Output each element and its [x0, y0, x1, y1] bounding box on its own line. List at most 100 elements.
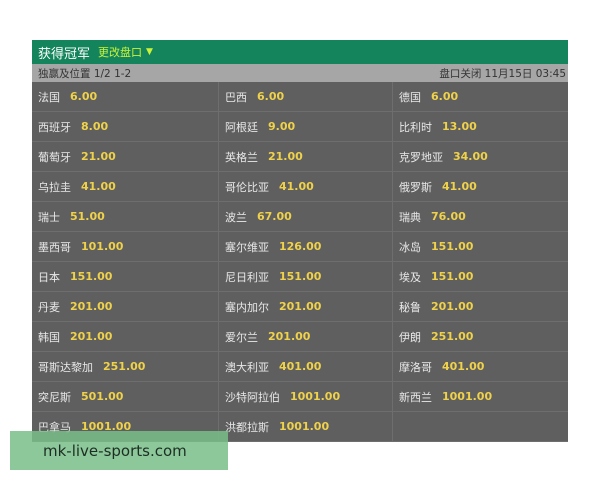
odds-value[interactable]: 51.00 [70, 210, 105, 223]
odds-value[interactable]: 76.00 [431, 210, 466, 223]
odds-value[interactable]: 1001.00 [442, 390, 493, 403]
odds-value[interactable]: 21.00 [268, 150, 303, 163]
team-name: 日本 [38, 270, 60, 284]
odds-value[interactable]: 13.00 [442, 120, 477, 133]
selection-cell[interactable]: 冰岛 151.00 [393, 232, 568, 261]
selection-cell[interactable]: 阿根廷 9.00 [219, 112, 393, 141]
team-name: 葡萄牙 [38, 150, 71, 164]
selection-cell[interactable]: 摩洛哥 401.00 [393, 352, 568, 381]
odds-value[interactable]: 126.00 [279, 240, 322, 253]
odds-value[interactable]: 101.00 [81, 240, 124, 253]
selection-cell[interactable]: 墨西哥 101.00 [32, 232, 219, 261]
odds-value[interactable]: 201.00 [431, 300, 474, 313]
odds-row: 乌拉圭 41.00 哥伦比亚 41.00 俄罗斯 41.00 [32, 172, 568, 202]
odds-value[interactable]: 151.00 [431, 240, 474, 253]
selection-cell[interactable]: 爱尔兰 201.00 [219, 322, 393, 351]
selection-cell[interactable]: 洪都拉斯 1001.00 [219, 412, 393, 441]
team-name: 突尼斯 [38, 390, 71, 404]
selection-cell[interactable]: 尼日利亚 151.00 [219, 262, 393, 291]
odds-value[interactable]: 151.00 [70, 270, 113, 283]
team-name: 沙特阿拉伯 [225, 390, 280, 404]
team-name: 德国 [399, 90, 421, 104]
odds-value[interactable]: 6.00 [257, 90, 285, 103]
selection-cell[interactable]: 沙特阿拉伯 1001.00 [219, 382, 393, 411]
team-name: 克罗地亚 [399, 150, 443, 164]
selection-cell[interactable]: 韩国 201.00 [32, 322, 219, 351]
odds-value[interactable]: 1001.00 [279, 420, 330, 433]
team-name: 丹麦 [38, 300, 60, 314]
selection-cell[interactable]: 澳大利亚 401.00 [219, 352, 393, 381]
selection-cell[interactable]: 法国 6.00 [32, 82, 219, 111]
team-name: 塞内加尔 [225, 300, 269, 314]
odds-value[interactable]: 201.00 [70, 300, 113, 313]
team-name: 澳大利亚 [225, 360, 269, 374]
selection-cell[interactable]: 秘鲁 201.00 [393, 292, 568, 321]
selection-cell[interactable]: 克罗地亚 34.00 [393, 142, 568, 171]
watermark: mk-live-sports.com [10, 431, 228, 470]
team-name: 阿根廷 [225, 120, 258, 134]
odds-row: 墨西哥 101.00 塞尔维亚 126.00 冰岛 151.00 [32, 232, 568, 262]
change-market-button[interactable]: 更改盘口 [98, 46, 143, 59]
selection-cell[interactable]: 波兰 67.00 [219, 202, 393, 231]
odds-value[interactable]: 201.00 [70, 330, 113, 343]
odds-value[interactable]: 151.00 [431, 270, 474, 283]
odds-value[interactable]: 41.00 [279, 180, 314, 193]
selection-cell[interactable]: 突尼斯 501.00 [32, 382, 219, 411]
odds-value[interactable]: 401.00 [442, 360, 485, 373]
odds-value[interactable]: 41.00 [442, 180, 477, 193]
selection-cell[interactable]: 巴拿马 1001.00 [32, 412, 219, 441]
selection-cell[interactable]: 塞内加尔 201.00 [219, 292, 393, 321]
selection-cell[interactable]: 比利时 13.00 [393, 112, 568, 141]
selection-cell[interactable]: 德国 6.00 [393, 82, 568, 111]
team-name: 巴西 [225, 90, 247, 104]
team-name: 英格兰 [225, 150, 258, 164]
team-name: 摩洛哥 [399, 360, 432, 374]
odds-value[interactable]: 201.00 [279, 300, 322, 313]
odds-value[interactable]: 6.00 [70, 90, 98, 103]
selection-cell[interactable]: 哥伦比亚 41.00 [219, 172, 393, 201]
selection-cell[interactable]: 新西兰 1001.00 [393, 382, 568, 411]
odds-value[interactable]: 251.00 [103, 360, 146, 373]
team-name: 瑞典 [399, 210, 421, 224]
odds-value[interactable]: 201.00 [268, 330, 311, 343]
selection-cell[interactable]: 哥斯达黎加 251.00 [32, 352, 219, 381]
odds-value[interactable]: 1001.00 [290, 390, 341, 403]
odds-value[interactable]: 251.00 [431, 330, 474, 343]
team-name: 尼日利亚 [225, 270, 269, 284]
market-close-time: 盘口关闭 11月15日 03:45 [439, 67, 566, 80]
odds-value[interactable]: 67.00 [257, 210, 292, 223]
selection-cell[interactable]: 丹麦 201.00 [32, 292, 219, 321]
team-name: 爱尔兰 [225, 330, 258, 344]
selection-cell[interactable]: 巴西 6.00 [219, 82, 393, 111]
selection-cell[interactable]: 西班牙 8.00 [32, 112, 219, 141]
selection-cell[interactable]: 英格兰 21.00 [219, 142, 393, 171]
team-name: 塞尔维亚 [225, 240, 269, 254]
chevron-down-icon[interactable]: ▼ [146, 47, 153, 57]
team-name: 巴拿马 [38, 420, 71, 434]
selection-cell[interactable]: 瑞士 51.00 [32, 202, 219, 231]
odds-row: 葡萄牙 21.00 英格兰 21.00 克罗地亚 34.00 [32, 142, 568, 172]
odds-value[interactable]: 41.00 [81, 180, 116, 193]
selection-cell[interactable]: 伊朗 251.00 [393, 322, 568, 351]
team-name: 洪都拉斯 [225, 420, 269, 434]
selection-cell[interactable]: 日本 151.00 [32, 262, 219, 291]
odds-value[interactable]: 151.00 [279, 270, 322, 283]
team-name: 乌拉圭 [38, 180, 71, 194]
odds-row: 西班牙 8.00 阿根廷 9.00 比利时 13.00 [32, 112, 568, 142]
selection-cell[interactable]: 俄罗斯 41.00 [393, 172, 568, 201]
selection-cell[interactable]: 瑞典 76.00 [393, 202, 568, 231]
odds-value[interactable]: 1001.00 [81, 420, 132, 433]
selection-cell[interactable]: 塞尔维亚 126.00 [219, 232, 393, 261]
team-name: 比利时 [399, 120, 432, 134]
odds-value[interactable]: 8.00 [81, 120, 109, 133]
selection-cell[interactable]: 乌拉圭 41.00 [32, 172, 219, 201]
odds-value[interactable]: 34.00 [453, 150, 488, 163]
selection-cell[interactable]: 葡萄牙 21.00 [32, 142, 219, 171]
odds-value[interactable]: 401.00 [279, 360, 322, 373]
odds-value[interactable]: 501.00 [81, 390, 124, 403]
odds-value[interactable]: 21.00 [81, 150, 116, 163]
odds-value[interactable]: 9.00 [268, 120, 296, 133]
selection-cell[interactable]: 埃及 151.00 [393, 262, 568, 291]
team-name: 哥伦比亚 [225, 180, 269, 194]
odds-value[interactable]: 6.00 [431, 90, 459, 103]
